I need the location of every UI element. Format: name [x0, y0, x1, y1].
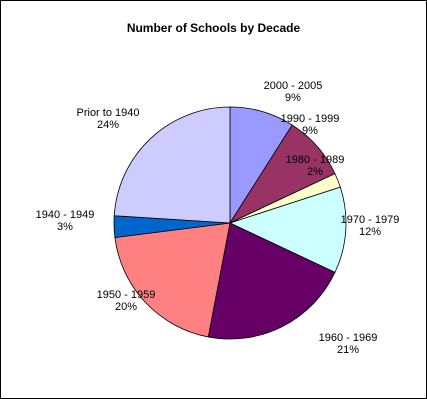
slice-percent-2000-2005: 9%: [285, 92, 301, 104]
slice-label-1960-1969: 1960 - 1969: [319, 332, 378, 344]
slice-label-prior-to-1940: Prior to 1940: [77, 107, 140, 119]
slice-label-1950-1959: 1950 - 1959: [97, 289, 156, 301]
slice-percent-1960-1969: 21%: [337, 344, 359, 356]
slice-label-1940-1949: 1940 - 1949: [36, 209, 95, 221]
slice-percent-1950-1959: 20%: [115, 301, 137, 313]
slice-percent-1940-1949: 3%: [57, 221, 73, 233]
slice-percent-prior-to-1940: 24%: [97, 119, 119, 131]
slice-percent-1980-1989: 2%: [307, 166, 323, 178]
slice-percent-1970-1979: 12%: [359, 226, 381, 238]
chart-title: Number of Schools by Decade: [126, 21, 301, 35]
slice-label-1980-1989: 1980 - 1989: [286, 154, 345, 166]
pie-slice-1950-1959: [114, 222, 231, 338]
slice-label-1990-1999: 1990 - 1999: [281, 113, 340, 125]
pie-slice-prior-to-1940: [113, 106, 231, 224]
slice-label-2000-2005: 2000 - 2005: [264, 80, 323, 92]
slice-label-1970-1979: 1970 - 1979: [341, 214, 400, 226]
slice-percent-1990-1999: 9%: [302, 125, 318, 137]
pie-slice-1960-1969: [207, 222, 336, 340]
pie-slice-1970-1979: [228, 186, 347, 273]
